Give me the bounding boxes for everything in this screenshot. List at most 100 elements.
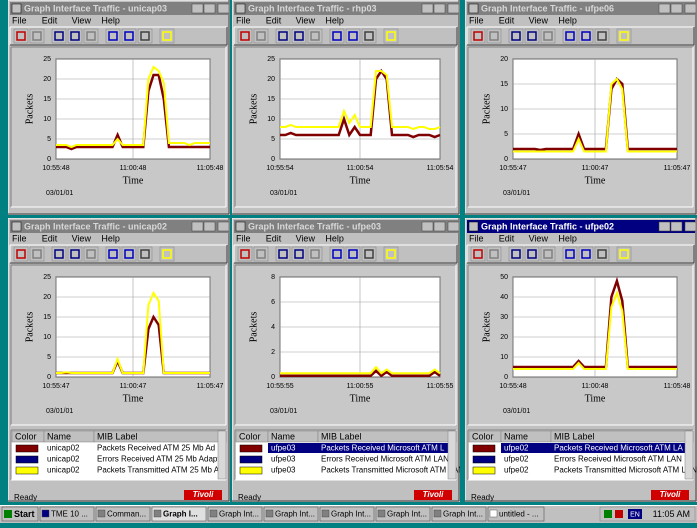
toolbar-button[interactable] <box>307 246 323 262</box>
taskbar-label[interactable]: Graph Int... <box>275 510 315 519</box>
toolbar-button[interactable] <box>470 28 486 44</box>
row-name[interactable]: ufpe02 <box>504 455 529 464</box>
menu-item[interactable]: Edit <box>499 233 515 243</box>
table-header[interactable]: Color <box>472 431 494 441</box>
row-label[interactable]: Errors Received Microsoft ATM LAN <box>321 455 449 464</box>
menu-item[interactable]: Edit <box>42 15 58 25</box>
taskbar-label[interactable]: Graph Int... <box>219 510 259 519</box>
toolbar-button[interactable] <box>275 28 291 44</box>
taskbar-label[interactable]: Graph Int... <box>331 510 371 519</box>
menu-item[interactable]: View <box>296 233 316 243</box>
taskbar-button[interactable] <box>375 506 431 522</box>
toolbar-button[interactable] <box>51 28 67 44</box>
title-button-min[interactable] <box>421 3 434 14</box>
title-button-close[interactable] <box>217 221 230 232</box>
toolbar-button[interactable] <box>616 28 632 44</box>
scrollbar[interactable] <box>447 430 457 480</box>
toolbar-button[interactable] <box>83 28 99 44</box>
menu-item[interactable]: Edit <box>42 233 58 243</box>
taskbar-button[interactable] <box>95 506 151 522</box>
toolbar-button[interactable] <box>540 28 556 44</box>
toolbar-button[interactable] <box>578 246 594 262</box>
table-header[interactable]: Color <box>15 431 37 441</box>
row-name[interactable]: unicap02 <box>47 466 80 475</box>
row-name[interactable]: ufpe03 <box>271 466 296 475</box>
taskbar-label[interactable]: Graph Int... <box>443 510 483 519</box>
toolbar-button[interactable] <box>594 246 610 262</box>
taskbar-label[interactable]: untitled - ... <box>499 510 539 519</box>
row-label[interactable]: Packets Transmitted ATM 25 Mb A <box>97 466 220 475</box>
row-name[interactable]: unicap02 <box>47 444 80 453</box>
toolbar-button[interactable] <box>361 28 377 44</box>
row-label[interactable]: Errors Received Microsoft ATM LAN <box>554 455 682 464</box>
toolbar-button[interactable] <box>345 28 361 44</box>
table-header[interactable]: MIB Label <box>554 431 595 441</box>
toolbar-button[interactable] <box>159 246 175 262</box>
table-header[interactable]: MIB Label <box>321 431 362 441</box>
toolbar-button[interactable] <box>508 28 524 44</box>
row-label[interactable]: Errors Received ATM 25 Mb Adapt <box>97 455 220 464</box>
menu-item[interactable]: Help <box>101 15 120 25</box>
toolbar-button[interactable] <box>29 28 45 44</box>
toolbar-button[interactable] <box>13 246 29 262</box>
title-button-max[interactable] <box>433 3 446 14</box>
toolbar-button[interactable] <box>329 246 345 262</box>
toolbar-button[interactable] <box>51 246 67 262</box>
title-button-max[interactable] <box>203 221 216 232</box>
table-header[interactable]: MIB Label <box>97 431 138 441</box>
toolbar-button[interactable] <box>329 28 345 44</box>
toolbar-button[interactable] <box>307 28 323 44</box>
toolbar-button[interactable] <box>578 28 594 44</box>
toolbar-button[interactable] <box>67 246 83 262</box>
taskbar-label[interactable]: Comman... <box>107 510 146 519</box>
toolbar-button[interactable] <box>137 28 153 44</box>
title-button-max[interactable] <box>203 3 216 14</box>
menu-item[interactable]: File <box>236 15 251 25</box>
toolbar-button[interactable] <box>253 28 269 44</box>
title-button-min[interactable] <box>191 221 204 232</box>
toolbar-button[interactable] <box>83 246 99 262</box>
toolbar-button[interactable] <box>540 246 556 262</box>
toolbar-button[interactable] <box>383 246 399 262</box>
row-label[interactable]: Packets Received ATM 25 Mb Ad <box>97 444 215 453</box>
menu-item[interactable]: File <box>469 15 484 25</box>
toolbar-button[interactable] <box>121 28 137 44</box>
menu-item[interactable]: Help <box>325 233 344 243</box>
toolbar-button[interactable] <box>508 246 524 262</box>
menu-item[interactable]: File <box>469 233 484 243</box>
taskbar-button[interactable] <box>431 506 487 522</box>
table-header[interactable]: Color <box>239 431 261 441</box>
scrollbar[interactable] <box>684 430 694 480</box>
menu-item[interactable]: View <box>296 15 316 25</box>
title-button-min[interactable] <box>658 3 671 14</box>
toolbar-button[interactable] <box>67 28 83 44</box>
menu-item[interactable]: Edit <box>499 15 515 25</box>
taskbar-button[interactable] <box>487 506 545 522</box>
taskbar-button[interactable] <box>319 506 375 522</box>
start-label[interactable]: Start <box>14 509 35 519</box>
toolbar-button[interactable] <box>562 28 578 44</box>
menu-item[interactable]: View <box>529 15 549 25</box>
toolbar-button[interactable] <box>470 246 486 262</box>
taskbar-button[interactable] <box>39 506 95 522</box>
toolbar-button[interactable] <box>29 246 45 262</box>
row-name[interactable]: ufpe02 <box>504 444 529 453</box>
toolbar-button[interactable] <box>361 246 377 262</box>
row-name[interactable]: ufpe03 <box>271 444 296 453</box>
toolbar-button[interactable] <box>383 28 399 44</box>
table-header[interactable]: Name <box>271 431 295 441</box>
toolbar-button[interactable] <box>562 246 578 262</box>
toolbar-button[interactable] <box>105 28 121 44</box>
menu-item[interactable]: File <box>12 233 27 243</box>
menu-item[interactable]: View <box>529 233 549 243</box>
toolbar-button[interactable] <box>237 246 253 262</box>
row-name[interactable]: unicap02 <box>47 455 80 464</box>
table-header[interactable]: Name <box>504 431 528 441</box>
toolbar-button[interactable] <box>486 28 502 44</box>
title-button-close[interactable] <box>447 3 460 14</box>
menu-item[interactable]: Edit <box>266 233 282 243</box>
menu-item[interactable]: File <box>12 15 27 25</box>
toolbar-button[interactable] <box>524 28 540 44</box>
row-name[interactable]: ufpe03 <box>271 455 296 464</box>
row-label[interactable]: Packets Received Microsoft ATM LA <box>554 444 683 453</box>
